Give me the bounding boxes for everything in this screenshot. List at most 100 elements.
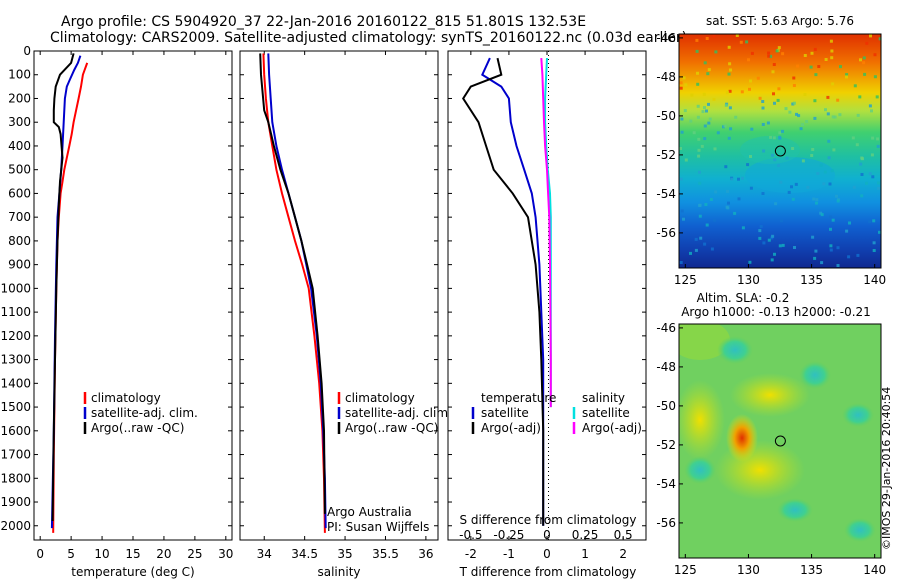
- sst-pixel: [781, 52, 785, 56]
- sst-pixel: [871, 175, 875, 179]
- sst-pixel: [769, 135, 773, 139]
- sst-pixel: [826, 112, 830, 116]
- sst-pixel: [761, 100, 765, 103]
- sst-pixel: [814, 249, 818, 253]
- sst-pixel: [781, 129, 784, 133]
- sst-pixel: [779, 180, 783, 184]
- sst-pixel: [806, 185, 810, 189]
- sst-pixel: [737, 177, 740, 181]
- sst-pixel: [872, 219, 876, 223]
- sst-pixel: [822, 182, 826, 186]
- sst-pixel: [712, 97, 716, 101]
- sst-pixel: [859, 162, 863, 166]
- credit-pi: PI: Susan Wijffels: [327, 520, 429, 534]
- depth-tick-label: 600: [8, 186, 31, 200]
- sst-pixel: [824, 58, 828, 61]
- sst-pixel: [778, 244, 782, 248]
- x-tick-label: 15: [125, 547, 140, 561]
- sst-pixel: [865, 181, 869, 185]
- sst-pixel: [739, 40, 743, 44]
- sst-pixel: [726, 189, 729, 193]
- series-line: [259, 53, 326, 514]
- sst-pixel: [829, 227, 832, 231]
- sst-pixel: [777, 87, 781, 91]
- sst-pixel: [794, 182, 798, 186]
- sst-pixel: [679, 147, 682, 150]
- sst-pixel: [852, 185, 856, 189]
- sst-pixel: [697, 148, 701, 152]
- sst-pixel: [830, 169, 834, 173]
- depth-tick-label: 900: [8, 258, 31, 272]
- sst-pixel: [836, 264, 840, 267]
- sst-pixel: [788, 110, 792, 114]
- x-tick-label: -2: [465, 547, 477, 561]
- sst-pixel: [839, 65, 842, 69]
- salinity-x-axis: 34 34.5 35 35.5 36: [257, 51, 434, 561]
- salinity-lines: [259, 53, 327, 533]
- depth-tick-label: 1600: [0, 424, 31, 438]
- depth-tick-label: 0: [23, 44, 31, 58]
- sst-pixel: [778, 136, 782, 140]
- map-x-tick-label: 135: [800, 273, 823, 287]
- sst-pixel: [702, 92, 706, 96]
- map-x-tick-label: 140: [863, 273, 886, 287]
- sst-pixel: [772, 136, 776, 140]
- sst-pixel: [816, 172, 820, 175]
- sst-pixel: [809, 65, 813, 69]
- sst-pixel: [868, 220, 872, 224]
- float-position-marker: [774, 435, 786, 447]
- map-y-tick-label: -50: [656, 399, 676, 413]
- sst-pixel: [868, 104, 872, 108]
- legend-label-s-argo: Argo(-adj): [582, 421, 642, 435]
- sla-map-frame: [678, 323, 882, 559]
- sst-pixel: [773, 158, 777, 162]
- sst-anomaly-blob: [745, 157, 835, 193]
- x-tick-label: 34.5: [291, 547, 318, 561]
- sst-pixel: [862, 61, 866, 65]
- sst-pixel: [792, 101, 796, 105]
- sst-pixel: [696, 115, 700, 119]
- sst-pixel: [873, 53, 877, 57]
- sst-pixel: [861, 157, 864, 161]
- sst-pixel: [698, 203, 702, 207]
- difference-lines: [462, 57, 552, 526]
- sla-yellow-band: [730, 373, 810, 417]
- sst-pixel: [695, 38, 699, 42]
- sst-pixel: [758, 229, 762, 233]
- sst-pixel: [703, 61, 707, 65]
- sst-pixel: [707, 121, 711, 125]
- sst-pixel: [704, 203, 708, 206]
- sst-pixel: [701, 110, 705, 114]
- sst-pixel: [811, 148, 815, 151]
- sst-pixel: [847, 255, 851, 259]
- legend-label-satellite: satellite-adj. clim.: [91, 406, 198, 420]
- sla-yellow-west: [679, 380, 725, 460]
- map-x-tick-label: 125: [674, 563, 697, 577]
- sst-pixel: [872, 241, 876, 245]
- difference-depth-ticks: [448, 50, 646, 527]
- sst-pixel: [750, 127, 754, 131]
- sst-map-title: sat. SST: 5.63 Argo: 5.76: [706, 14, 854, 28]
- sst-field: [679, 34, 881, 268]
- sst-pixel: [690, 93, 694, 97]
- sst-pixel: [810, 51, 814, 55]
- depth-tick-label: 1200: [0, 329, 31, 343]
- sst-pixel: [813, 116, 817, 120]
- sst-pixel: [813, 256, 817, 260]
- sst-pixel: [771, 70, 775, 74]
- sst-pixel: [727, 72, 731, 76]
- sst-pixel: [722, 125, 725, 129]
- sst-pixel: [761, 106, 765, 110]
- legend-title-salinity: salinity: [582, 391, 625, 405]
- depth-tick-label: 1900: [0, 495, 31, 509]
- float-position-marker: [774, 145, 786, 157]
- sst-pixel: [679, 177, 683, 181]
- sst-pixel: [729, 68, 732, 72]
- sst-pixel: [724, 165, 728, 169]
- salinity-axes-frame: [239, 50, 439, 541]
- map-y-tick-label: -52: [656, 438, 676, 452]
- s-tick-label: 0: [543, 528, 551, 542]
- sla-low-eddy-6: [844, 518, 876, 542]
- sst-pixel: [830, 56, 834, 60]
- sst-pixel: [707, 102, 710, 106]
